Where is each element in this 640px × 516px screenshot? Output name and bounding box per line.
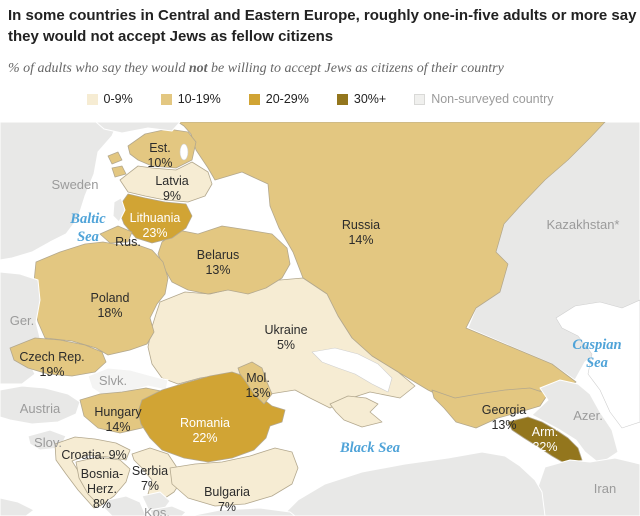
legend-label-20-29: 20-29% bbox=[265, 92, 309, 106]
sea-of-azov-shape bbox=[311, 347, 393, 393]
legend-swatch-0-9 bbox=[86, 93, 98, 105]
legend-swatch-20-29 bbox=[248, 93, 260, 105]
country-armenia-shape bbox=[507, 416, 583, 465]
country-austria-shape bbox=[0, 385, 81, 425]
country-poland-shape bbox=[32, 241, 169, 356]
gotland-shape bbox=[112, 197, 126, 223]
legend-swatch-non-surveyed bbox=[414, 93, 426, 105]
legend: 0-9% 10-19% 20-29% 30%+ Non-surveyed cou… bbox=[0, 92, 640, 106]
crimea-shape bbox=[329, 395, 383, 428]
finland-shape bbox=[95, 122, 181, 134]
legend-label-0-9: 0-9% bbox=[103, 92, 133, 106]
map-canvas bbox=[0, 122, 640, 516]
lake-peipus-shape bbox=[179, 143, 189, 161]
country-georgia-shape bbox=[431, 387, 549, 429]
legend-label-30plus: 30%+ bbox=[353, 92, 387, 106]
kaliningrad-shape bbox=[99, 225, 133, 244]
country-belarus-shape bbox=[157, 225, 291, 295]
legend-item-30plus: 30%+ bbox=[336, 92, 387, 106]
subtitle-prefix: % of adults who say they would bbox=[8, 61, 189, 76]
macedonia-shape bbox=[149, 505, 187, 516]
legend-label-non-surveyed: Non-surveyed country bbox=[431, 92, 554, 106]
estonia-island-2-shape bbox=[111, 165, 127, 178]
choropleth-map: Sweden Baltic Sea Est. 10% Latvia 9% Lithuania 2… bbox=[0, 122, 640, 516]
country-latvia-shape bbox=[119, 161, 213, 203]
greece-strip-shape bbox=[189, 507, 296, 516]
country-croatia-shape bbox=[54, 436, 131, 509]
legend-item-0-9: 0-9% bbox=[86, 92, 133, 106]
country-iran-shape bbox=[537, 457, 640, 516]
legend-swatch-30plus bbox=[336, 93, 348, 105]
italy-shape bbox=[0, 497, 35, 516]
estonia-island-1-shape bbox=[107, 151, 123, 165]
country-turkey-shape bbox=[281, 451, 546, 516]
country-bosnia-shape bbox=[75, 456, 131, 507]
country-bulgaria-shape bbox=[169, 447, 299, 507]
legend-item-non-surveyed: Non-surveyed country bbox=[414, 92, 553, 106]
legend-swatch-10-19 bbox=[160, 93, 172, 105]
country-moldova-shape bbox=[237, 361, 273, 405]
country-estonia-shape bbox=[127, 128, 197, 169]
legend-item-10-19: 10-19% bbox=[160, 92, 221, 106]
chart-subtitle: % of adults who say they would not be wi… bbox=[8, 61, 636, 77]
scandinavia-shape bbox=[0, 122, 119, 261]
country-lithuania-shape bbox=[117, 193, 193, 244]
legend-label-10-19: 10-19% bbox=[177, 92, 221, 106]
country-serbia-shape bbox=[131, 447, 183, 501]
subtitle-emphasis: not bbox=[188, 61, 208, 76]
kosovo-shape bbox=[141, 491, 171, 513]
caspian-sea-shape bbox=[555, 299, 640, 429]
subtitle-suffix: be willing to accept Jews as citizens of… bbox=[207, 61, 504, 76]
montenegro-albania-shape bbox=[103, 495, 147, 516]
country-romania-shape bbox=[137, 371, 286, 463]
chart-title: In some countries in Central and Eastern… bbox=[8, 7, 637, 45]
legend-item-20-29: 20-29% bbox=[248, 92, 309, 106]
country-czech-republic-shape bbox=[9, 337, 107, 377]
